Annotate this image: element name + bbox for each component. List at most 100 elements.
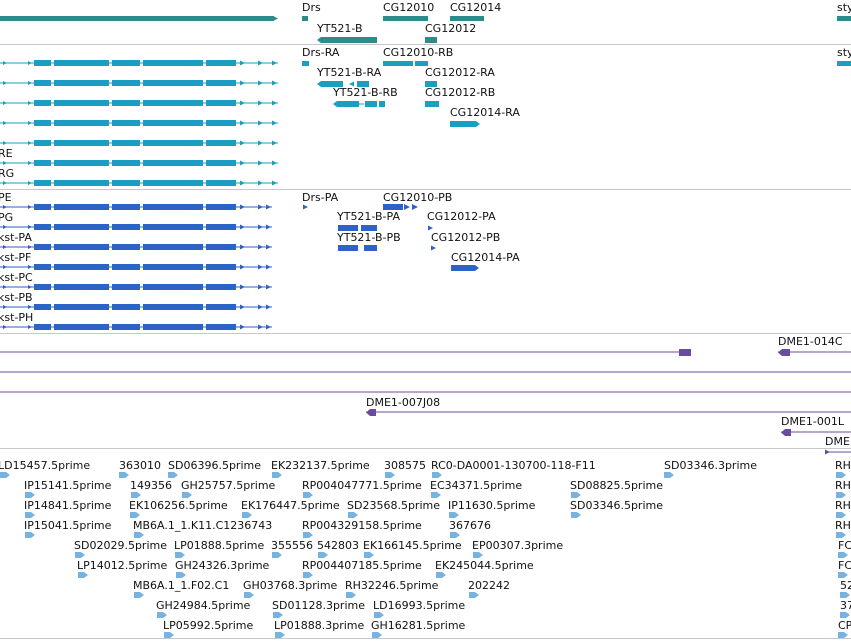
transcript-exon[interactable]	[112, 324, 140, 330]
est-glyph[interactable]	[571, 492, 581, 498]
transcript-exon[interactable]	[258, 80, 263, 86]
est-label[interactable]: RH32246.5prime	[345, 579, 439, 592]
est-label[interactable]: RP004329158.5prime	[302, 519, 422, 532]
transcript-label[interactable]: sty	[837, 46, 851, 59]
transcript-exon[interactable]	[28, 285, 32, 289]
transcript-exon[interactable]	[266, 204, 271, 210]
est-glyph[interactable]	[182, 492, 192, 498]
est-label[interactable]: EK232137.5prime	[271, 459, 370, 472]
transcript-exon[interactable]	[240, 224, 245, 230]
transcript-exon[interactable]	[266, 324, 271, 330]
transcript-exon[interactable]	[206, 284, 236, 290]
transcript-exon[interactable]	[34, 264, 51, 270]
transcript-exon[interactable]	[206, 304, 236, 310]
transcript-exon[interactable]	[54, 224, 109, 230]
transcript-exon[interactable]	[272, 100, 277, 106]
transcript-exon[interactable]	[34, 244, 51, 250]
transcript-exon[interactable]	[34, 304, 51, 310]
transcript-exon[interactable]	[258, 180, 263, 186]
transcript-glyph[interactable]	[365, 101, 377, 107]
transcript-label[interactable]: CG12012-RA	[425, 66, 495, 79]
transcript-glyph[interactable]	[837, 61, 851, 66]
est-label[interactable]: SD23568.5prime	[347, 499, 440, 512]
transcript-exon[interactable]	[272, 180, 277, 186]
gene-label[interactable]: CG12014	[450, 1, 502, 14]
transcript-exon[interactable]	[240, 324, 245, 330]
est-label[interactable]: SD08825.5prime	[570, 479, 663, 492]
transcript-exon[interactable]	[28, 141, 32, 145]
protein-label[interactable]: PE	[0, 191, 12, 204]
transcript-exon[interactable]	[266, 304, 271, 310]
est-glyph[interactable]	[449, 512, 459, 518]
transcript-exon[interactable]	[3, 265, 7, 269]
est-glyph[interactable]	[372, 632, 382, 638]
transcript-exon[interactable]	[266, 284, 271, 290]
est-label[interactable]: FC	[838, 539, 851, 552]
transcript-exon[interactable]	[3, 81, 7, 85]
est-glyph[interactable]	[78, 572, 88, 578]
est-label[interactable]: 308575	[384, 459, 426, 472]
transcript-exon[interactable]	[206, 100, 236, 106]
transcript-exon[interactable]	[34, 160, 51, 166]
transcript-exon[interactable]	[3, 141, 7, 145]
protein-glyph[interactable]	[428, 225, 433, 231]
protein-glyph[interactable]	[338, 245, 358, 251]
transcript-exon[interactable]	[143, 100, 203, 106]
gene-glyph[interactable]	[383, 16, 428, 21]
est-glyph[interactable]	[273, 612, 283, 618]
transcript-exon[interactable]	[240, 160, 245, 166]
est-glyph[interactable]	[838, 572, 848, 578]
transcript-exon[interactable]	[54, 204, 109, 210]
clone-label[interactable]: DME1-001L	[781, 415, 845, 428]
transcript-exon[interactable]	[143, 180, 203, 186]
est-glyph[interactable]	[0, 472, 10, 478]
transcript-label[interactable]: YT521-B-RA	[317, 66, 382, 79]
transcript-exon[interactable]	[112, 224, 140, 230]
est-glyph[interactable]	[346, 592, 356, 598]
est-label[interactable]: GH16281.5prime	[371, 619, 466, 632]
protein-label[interactable]: CG12012-PA	[427, 210, 496, 223]
transcript-exon[interactable]	[143, 264, 203, 270]
est-label[interactable]: 149356	[130, 479, 172, 492]
transcript-exon[interactable]	[240, 140, 245, 146]
transcript-exon[interactable]	[3, 121, 7, 125]
est-glyph[interactable]	[272, 552, 282, 558]
est-label[interactable]: LP05992.5prime	[163, 619, 254, 632]
est-label[interactable]: GH03768.3prime	[243, 579, 338, 592]
transcript-exon[interactable]	[258, 224, 263, 230]
transcript-exon[interactable]	[240, 244, 245, 250]
est-label[interactable]: 367676	[449, 519, 491, 532]
est-glyph[interactable]	[840, 612, 850, 618]
transcript-exon[interactable]	[54, 324, 109, 330]
est-glyph[interactable]	[242, 512, 252, 518]
transcript-exon[interactable]	[143, 120, 203, 126]
transcript-exon[interactable]	[258, 140, 263, 146]
est-label[interactable]: 542803	[317, 539, 359, 552]
transcript-label[interactable]: CG12014-RA	[450, 106, 520, 119]
gene-label[interactable]: CG12010	[383, 1, 435, 14]
transcript-exon[interactable]	[143, 80, 203, 86]
transcript-exon[interactable]	[258, 100, 263, 106]
est-label[interactable]: EK176447.5prime	[241, 499, 340, 512]
transcript-exon[interactable]	[54, 140, 109, 146]
transcript-exon[interactable]	[143, 224, 203, 230]
protein-glyph[interactable]	[361, 225, 377, 231]
est-glyph[interactable]	[272, 472, 282, 478]
est-glyph[interactable]	[840, 592, 850, 598]
transcript-exon[interactable]	[3, 305, 7, 309]
transcript-exon[interactable]	[34, 120, 51, 126]
transcript-exon[interactable]	[34, 80, 51, 86]
transcript-exon[interactable]	[54, 304, 109, 310]
transcript-exon[interactable]	[112, 244, 140, 250]
transcript-exon[interactable]	[206, 180, 236, 186]
protein-label[interactable]: CG12014-PA	[451, 251, 520, 264]
protein-label[interactable]: kst-PB	[0, 291, 33, 304]
transcript-label[interactable]: CG12010-RB	[383, 46, 454, 59]
protein-glyph[interactable]	[431, 245, 436, 251]
gene-glyph[interactable]	[302, 16, 308, 21]
transcript-exon[interactable]	[206, 204, 236, 210]
est-glyph[interactable]	[432, 472, 442, 478]
transcript-exon[interactable]	[28, 325, 32, 329]
est-label[interactable]: RH	[835, 459, 851, 472]
est-glyph[interactable]	[571, 512, 581, 518]
